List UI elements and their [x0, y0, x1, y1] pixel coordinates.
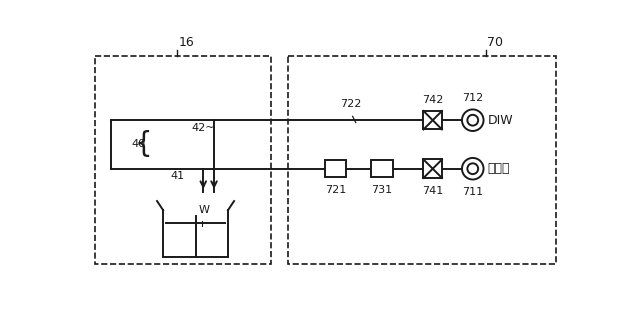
- Text: 741: 741: [422, 186, 444, 196]
- Circle shape: [467, 115, 478, 126]
- Text: 742: 742: [422, 95, 444, 105]
- Bar: [424, 159, 442, 178]
- Bar: [424, 111, 442, 130]
- Text: 70: 70: [488, 36, 504, 50]
- Text: 16: 16: [178, 36, 194, 50]
- Circle shape: [467, 163, 478, 174]
- Text: W: W: [198, 205, 210, 215]
- Text: 除去液: 除去液: [488, 162, 510, 175]
- Text: 731: 731: [371, 185, 392, 195]
- Bar: [288, 56, 556, 264]
- Text: 42~: 42~: [191, 123, 214, 133]
- Text: 41: 41: [171, 171, 185, 181]
- Circle shape: [462, 110, 484, 131]
- Bar: [371, 160, 393, 177]
- Text: DIW: DIW: [488, 114, 513, 127]
- Text: 711: 711: [462, 187, 483, 197]
- Text: 712: 712: [462, 93, 483, 103]
- Bar: [325, 160, 346, 177]
- Text: 721: 721: [325, 185, 346, 195]
- Text: {: {: [135, 131, 152, 158]
- Circle shape: [462, 158, 484, 179]
- Text: 40: 40: [131, 139, 146, 150]
- Text: 722: 722: [340, 99, 362, 110]
- Bar: [95, 56, 271, 264]
